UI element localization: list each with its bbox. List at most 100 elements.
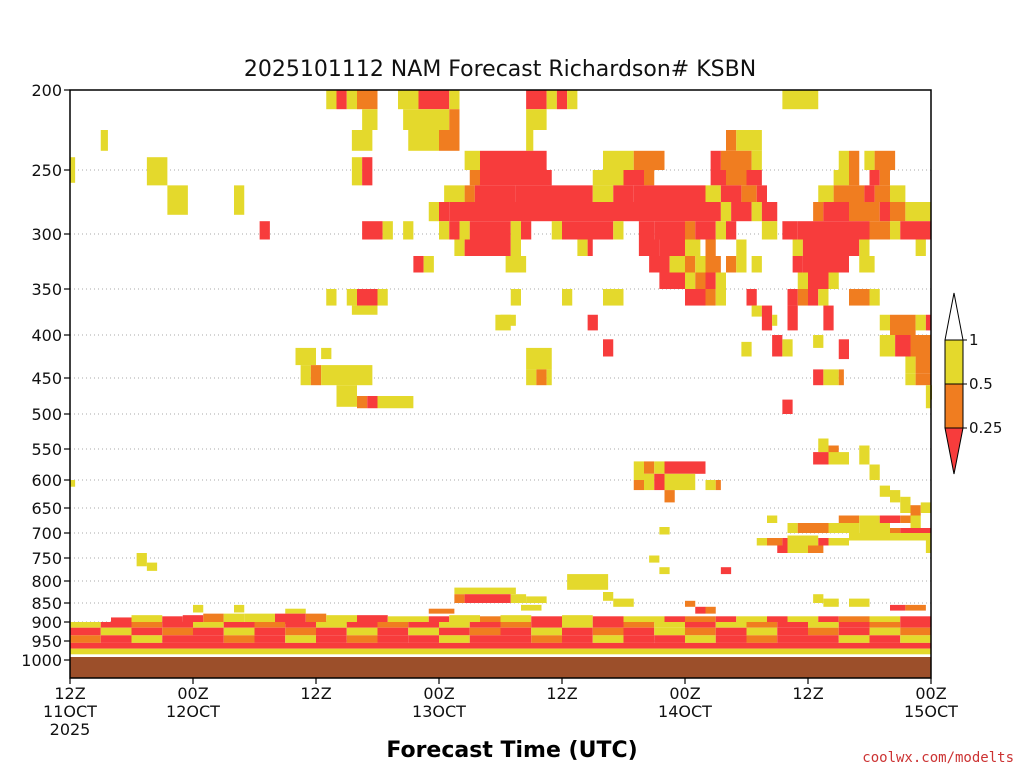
heatmap-cell — [285, 635, 316, 643]
heatmap-cell — [900, 221, 931, 240]
heatmap-cell — [234, 185, 245, 215]
heatmap-cell — [905, 202, 931, 222]
heatmap-cell — [305, 613, 327, 624]
heatmap-cell — [526, 90, 547, 110]
heatmap-cell — [469, 627, 501, 636]
heatmap-cell — [818, 289, 829, 306]
heatmap-cell — [890, 314, 916, 335]
heatmap-cell — [638, 221, 655, 240]
heatmap-cell — [849, 185, 865, 202]
heatmap-cell — [849, 289, 870, 306]
legend-bottom-arrow — [944, 427, 964, 475]
heatmap-cell — [449, 221, 460, 240]
heatmap-cell — [705, 606, 716, 614]
heatmap-cell — [685, 289, 706, 306]
heatmap-cell — [244, 613, 275, 624]
heatmap-cell — [362, 157, 373, 186]
heatmap-cell — [849, 598, 870, 607]
heatmap-cell — [859, 523, 890, 533]
heatmap-cell — [510, 239, 521, 256]
heatmap-cell — [70, 642, 931, 649]
y-tick-label: 650 — [31, 499, 62, 518]
heatmap-cell — [131, 635, 163, 643]
heatmap-cell — [715, 480, 721, 491]
heatmap-cell — [428, 608, 455, 614]
x-axis-label: Forecast Time (UTC) — [386, 738, 637, 763]
heatmap-cell — [454, 239, 465, 256]
heatmap-cell — [695, 256, 706, 273]
heatmap-cell — [751, 305, 762, 317]
heatmap-cell — [546, 90, 557, 110]
heatmap-cell — [695, 221, 716, 240]
heatmap-cell — [869, 616, 901, 622]
y-tick-label: 700 — [31, 524, 62, 543]
heatmap-cell — [756, 538, 767, 546]
heatmap-cell — [316, 627, 347, 636]
heatmap-cell — [70, 627, 101, 636]
heatmap-cell — [541, 185, 562, 202]
heatmap-cell — [818, 185, 834, 202]
heatmap-cell — [259, 221, 270, 240]
heatmap-cell — [162, 616, 183, 622]
heatmap-cell — [890, 202, 906, 222]
heatmap-cell — [100, 627, 132, 636]
heatmap-cell — [100, 635, 132, 643]
heatmap-cell — [623, 616, 665, 622]
heatmap-cell — [731, 202, 752, 222]
heatmap-cell — [915, 239, 926, 256]
heatmap-cell — [546, 369, 552, 386]
heatmap-cell — [838, 616, 870, 622]
legend-swatch — [944, 339, 964, 385]
heatmap-cell — [536, 369, 547, 386]
heatmap-cell — [890, 221, 901, 240]
heatmap-cell — [664, 185, 685, 202]
heatmap-cell — [910, 515, 921, 533]
heatmap-cell — [864, 150, 875, 170]
heatmap-cell — [254, 622, 286, 628]
heatmap-cell — [562, 615, 593, 622]
heatmap-cell — [859, 445, 870, 465]
heatmap-cell — [275, 613, 306, 624]
heatmap-cell — [654, 622, 685, 628]
heatmap-cell — [910, 505, 921, 516]
heatmap-cell — [444, 185, 465, 202]
heatmap-cell — [654, 635, 685, 643]
x-tick-label: 00Z — [177, 684, 208, 703]
heatmap-cell — [823, 598, 839, 607]
heatmap-cell — [295, 347, 316, 366]
heatmap-cell — [362, 109, 378, 130]
heatmap-cell — [167, 185, 188, 215]
heatmap-cell — [500, 627, 532, 636]
heatmap-cell — [521, 170, 552, 186]
heatmap-cell — [567, 574, 609, 590]
y-tick-label: 250 — [31, 161, 62, 180]
heatmap-cell — [859, 515, 870, 523]
heatmap-cell — [808, 622, 839, 628]
heatmap-cell — [100, 130, 108, 151]
heatmap-cell — [695, 606, 706, 614]
heatmap-cell — [70, 157, 76, 183]
heatmap-cell — [351, 157, 363, 186]
heatmap-cell — [162, 627, 193, 636]
heatmap-cell — [828, 538, 849, 546]
heatmap-cell — [685, 622, 716, 628]
heatmap-cell — [346, 289, 357, 306]
heatmap-cell — [915, 314, 926, 331]
heatmap-cell — [464, 150, 480, 170]
heatmap-cell — [879, 335, 896, 357]
legend-label: 1 — [969, 331, 979, 349]
heatmap-cell — [469, 221, 511, 240]
heatmap-cell — [802, 239, 860, 256]
heatmap-cell — [726, 256, 737, 273]
heatmap-cell — [254, 635, 286, 643]
heatmap-cell — [346, 627, 378, 636]
heatmap-cell — [300, 365, 311, 386]
heatmap-cell — [357, 289, 378, 306]
heatmap-cell — [746, 170, 762, 186]
heatmap-cell — [439, 627, 470, 636]
heatmap-cell — [577, 239, 588, 256]
heatmap-cell — [531, 622, 562, 628]
heatmap-cell — [772, 335, 783, 357]
heatmap-cell — [613, 185, 634, 202]
heatmap-cell — [869, 464, 880, 480]
